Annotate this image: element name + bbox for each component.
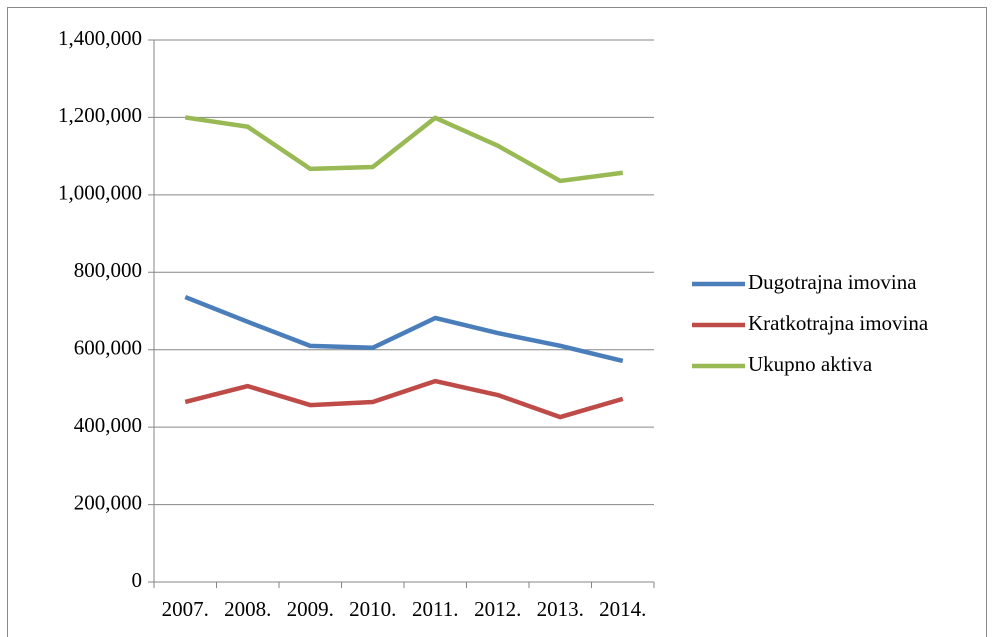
x-tick-label: 2010. (349, 597, 396, 621)
series-line (184, 378, 624, 420)
y-tick-label: 600,000 (74, 336, 142, 360)
y-tick-label: 1,400,000 (58, 26, 142, 50)
y-tick-label: 400,000 (74, 413, 142, 437)
y-tick-label: 1,000,000 (58, 181, 142, 205)
legend-label: Kratkotrajna imovina (748, 311, 929, 335)
x-tick-label: 2014. (599, 597, 646, 621)
x-tick-label: 2009. (287, 597, 334, 621)
series-line (184, 115, 624, 184)
x-tick-label: 2007. (162, 597, 209, 621)
y-tick-label: 1,200,000 (58, 103, 142, 127)
x-tick-label: 2013. (537, 597, 584, 621)
y-tick-label: 800,000 (74, 258, 142, 282)
y-tick-label: 0 (132, 568, 143, 592)
x-tick-label: 2012. (474, 597, 521, 621)
series-line (184, 294, 624, 364)
x-tick-label: 2008. (224, 597, 271, 621)
chart-border (7, 7, 987, 637)
legend-label: Dugotrajna imovina (748, 270, 917, 294)
legend-label: Ukupno aktiva (748, 352, 873, 376)
x-tick-label: 2011. (412, 597, 458, 621)
y-tick-label: 200,000 (74, 490, 142, 514)
